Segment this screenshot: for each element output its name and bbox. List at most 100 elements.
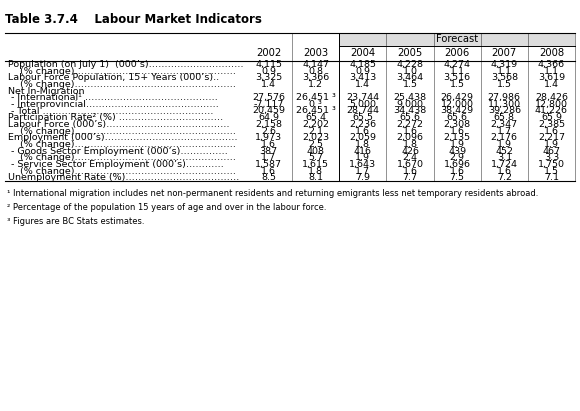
Text: Unemployment Rate (%)………………………………: Unemployment Rate (%)……………………………… [8, 173, 240, 182]
Text: 1,750: 1,750 [538, 160, 565, 169]
Text: 1.6: 1.6 [356, 127, 371, 136]
Text: 4,228: 4,228 [397, 60, 423, 69]
Text: 4,185: 4,185 [349, 60, 376, 69]
Text: 41,226: 41,226 [535, 106, 568, 115]
Text: 4,115: 4,115 [255, 60, 282, 69]
Text: 1.5: 1.5 [544, 166, 559, 175]
Text: 4,147: 4,147 [302, 60, 329, 69]
Text: 2,059: 2,059 [349, 133, 376, 142]
Text: 1.8: 1.8 [403, 140, 418, 149]
Text: 25,438: 25,438 [393, 93, 426, 102]
Text: -7,117: -7,117 [253, 100, 284, 109]
Text: 65.9: 65.9 [541, 113, 562, 122]
Bar [339, 33, 575, 46]
Text: 38,429: 38,429 [441, 106, 474, 115]
Text: 2,158: 2,158 [255, 120, 282, 129]
Text: 1,670: 1,670 [397, 160, 423, 169]
Text: 1.6: 1.6 [450, 166, 465, 175]
Text: 2,236: 2,236 [349, 120, 376, 129]
Text: 28,744: 28,744 [346, 106, 379, 115]
Text: 5,000: 5,000 [349, 100, 376, 109]
Text: (% change)……………………………………………: (% change)…………………………………………… [8, 140, 236, 149]
Text: 1.6: 1.6 [544, 127, 559, 136]
Text: 1.6: 1.6 [261, 140, 276, 149]
Text: 20,459: 20,459 [252, 106, 285, 115]
Text: 2,202: 2,202 [302, 120, 329, 129]
Text: 1.9: 1.9 [450, 140, 465, 149]
Text: 39,286: 39,286 [488, 106, 521, 115]
Text: 1,696: 1,696 [444, 160, 470, 169]
Text: 2.9: 2.9 [450, 153, 465, 162]
Text: 2007: 2007 [492, 48, 517, 58]
Text: 0 ³: 0 ³ [309, 100, 322, 109]
Text: 2,272: 2,272 [397, 120, 423, 129]
Text: 1,615: 1,615 [302, 160, 329, 169]
Text: 1.6: 1.6 [497, 166, 512, 175]
Text: 5.7: 5.7 [308, 153, 323, 162]
Text: 2002: 2002 [256, 48, 281, 58]
Text: 426: 426 [401, 146, 419, 155]
Text: 1.5: 1.5 [403, 80, 418, 89]
Text: 1.7: 1.7 [261, 153, 276, 162]
Text: 3,619: 3,619 [538, 73, 565, 82]
Text: 1.1: 1.1 [544, 67, 559, 76]
Text: Population (on July 1)  (000’s)…………………………: Population (on July 1) (000’s)………………………… [8, 60, 244, 69]
Text: 27,986: 27,986 [488, 93, 521, 102]
Text: (% change)……………………………………………: (% change)…………………………………………… [8, 80, 236, 89]
Text: 1,587: 1,587 [255, 160, 282, 169]
Text: ³ Figures are BC Stats estimates.: ³ Figures are BC Stats estimates. [7, 217, 144, 226]
Text: Labour Force (000’s)…………………………………: Labour Force (000’s)………………………………… [8, 120, 230, 129]
Text: 1.6: 1.6 [450, 127, 465, 136]
Text: 467: 467 [542, 146, 560, 155]
Text: 1.5: 1.5 [497, 80, 512, 89]
Text: 26,451 ³: 26,451 ³ [296, 106, 336, 115]
Text: 1.4: 1.4 [356, 80, 371, 89]
Text: ² Percentage of the population 15 years of age and over in the labour force.: ² Percentage of the population 15 years … [7, 203, 327, 212]
Text: (% change)……………………………………………: (% change)…………………………………………… [8, 153, 236, 162]
Text: 65.5: 65.5 [353, 113, 374, 122]
Text: 2008: 2008 [539, 48, 564, 58]
Text: 1.8: 1.8 [356, 140, 371, 149]
Text: 2,308: 2,308 [444, 120, 471, 129]
Text: 1.4: 1.4 [261, 80, 276, 89]
Text: 2.6: 2.6 [261, 127, 276, 136]
Text: 3,568: 3,568 [491, 73, 518, 82]
Text: 1,724: 1,724 [491, 160, 518, 169]
Text: 2,347: 2,347 [491, 120, 518, 129]
Text: ¹ International migration includes net non-permanent residents and returning emi: ¹ International migration includes net n… [7, 189, 538, 198]
Text: 65.8: 65.8 [494, 113, 515, 122]
Text: 452: 452 [495, 146, 513, 155]
Text: 1.6: 1.6 [261, 166, 276, 175]
Text: 4,319: 4,319 [491, 60, 518, 69]
Text: 7.1: 7.1 [544, 173, 559, 182]
Text: Participation Rate² (%) ……………………………: Participation Rate² (%) …………………………… [8, 113, 223, 122]
Text: 1,973: 1,973 [255, 133, 282, 142]
Text: 12,800: 12,800 [535, 100, 568, 109]
Text: 26,429: 26,429 [441, 93, 474, 102]
Text: 7.2: 7.2 [497, 173, 512, 182]
Text: 2.4: 2.4 [403, 153, 418, 162]
Text: 26,451 ³: 26,451 ³ [296, 93, 336, 102]
Text: 23,744: 23,744 [346, 93, 379, 102]
Text: 3,413: 3,413 [349, 73, 376, 82]
Text: 34,438: 34,438 [393, 106, 427, 115]
Text: 2,023: 2,023 [302, 133, 329, 142]
Text: 12,000: 12,000 [441, 100, 474, 109]
Text: 4,274: 4,274 [444, 60, 470, 69]
Text: 65.6: 65.6 [400, 113, 420, 122]
Text: - Total ………………………………………………: - Total ……………………………………………… [8, 106, 213, 115]
Text: 1.7: 1.7 [497, 127, 512, 136]
Text: 0.9: 0.9 [356, 67, 371, 76]
Text: 1.5: 1.5 [450, 80, 465, 89]
Text: 2,096: 2,096 [397, 133, 423, 142]
Text: 3,516: 3,516 [444, 73, 471, 82]
Text: 2.5: 2.5 [308, 140, 323, 149]
Text: 3,366: 3,366 [302, 73, 329, 82]
Text: 1.8: 1.8 [308, 166, 323, 175]
Text: 0.8: 0.8 [308, 67, 323, 76]
Text: - Interprovincial……………………………………: - Interprovincial…………………………………… [8, 100, 219, 109]
Text: Forecast: Forecast [436, 35, 478, 44]
Text: 2.1: 2.1 [308, 127, 323, 136]
Text: 65.4: 65.4 [305, 113, 326, 122]
Text: 3.1: 3.1 [496, 153, 512, 162]
